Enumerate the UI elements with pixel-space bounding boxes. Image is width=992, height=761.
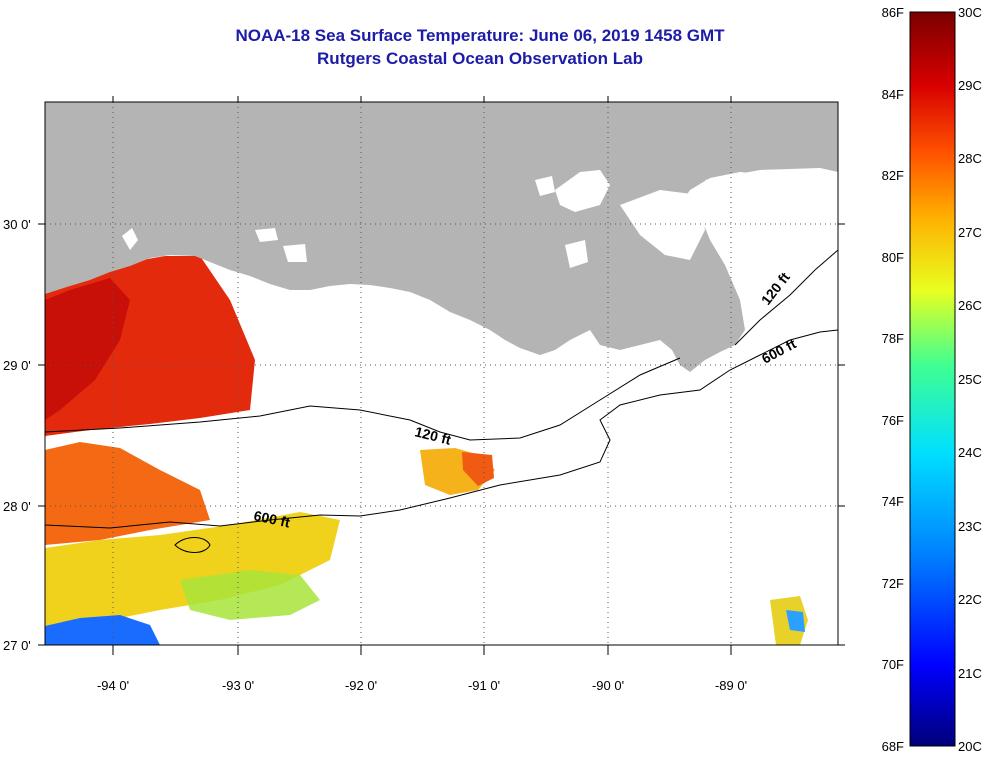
lat-label-27: 27 0' (3, 638, 31, 653)
lake-pontchartrain (555, 170, 610, 212)
lon-label-90: -90 0' (592, 678, 624, 693)
sst-green-patch (180, 570, 320, 620)
colorbar-c-labels: 30C 29C 28C 27C 26C 25C 24C 23C 22C 21C … (958, 5, 982, 754)
lake-borgne-area (620, 190, 705, 260)
contour-label-600ft-west: 600 ft (252, 507, 291, 530)
f-label-68: 68F (882, 739, 904, 754)
c-label-21: 21C (958, 666, 982, 681)
lon-label-91: -91 0' (468, 678, 500, 693)
f-label-70: 70F (882, 657, 904, 672)
c-label-20: 20C (958, 739, 982, 754)
sst-cool-corner (45, 615, 160, 645)
lon-label-93: -93 0' (222, 678, 254, 693)
c-label-29: 29C (958, 78, 982, 93)
land-louisiana (45, 102, 838, 372)
f-label-86: 86F (882, 5, 904, 20)
c-label-30: 30C (958, 5, 982, 20)
lat-label-29: 29 0' (3, 358, 31, 373)
c-label-23: 23C (958, 519, 982, 534)
white-lake (283, 244, 307, 262)
f-label-76: 76F (882, 413, 904, 428)
c-label-24: 24C (958, 445, 982, 460)
sst-orange-east (462, 452, 494, 486)
c-label-25: 25C (958, 372, 982, 387)
f-label-74: 74F (882, 494, 904, 509)
lon-label-92: -92 0' (345, 678, 377, 693)
mississippi-sound (705, 168, 838, 240)
lake-maurepas (535, 176, 555, 196)
lat-label-30: 30 0' (3, 217, 31, 232)
f-label-80: 80F (882, 250, 904, 265)
sst-orange-band (45, 442, 210, 545)
c-label-27: 27C (958, 225, 982, 240)
ticks (38, 96, 845, 655)
sst-yellow-patch-west (45, 512, 340, 626)
contour-600ft-west (45, 329, 838, 529)
c-label-28: 28C (958, 151, 982, 166)
calcasieu-lake (122, 228, 138, 250)
lake-salvador (565, 240, 588, 268)
contour-120ft-west (45, 357, 681, 441)
sst-red-core (45, 278, 130, 420)
gridlines (45, 102, 838, 645)
f-label-82: 82F (882, 168, 904, 183)
grand-lake (255, 228, 278, 242)
colorbar-f-labels: 86F 84F 82F 80F 78F 76F 74F 72F 70F 68F (882, 5, 904, 754)
lon-label-94: -94 0' (97, 678, 129, 693)
contour-120ft-east (734, 249, 838, 346)
map-title: NOAA-18 Sea Surface Temperature: June 06… (235, 26, 725, 45)
sst-blue-southeast (786, 610, 805, 632)
lat-label-28: 28 0' (3, 499, 31, 514)
map-frame (44, 101, 839, 646)
map-subtitle: Rutgers Coastal Ocean Observation Lab (317, 49, 643, 68)
lon-label-89: -89 0' (715, 678, 747, 693)
f-label-72: 72F (882, 576, 904, 591)
contour-600ft-loop (174, 537, 211, 553)
c-label-22: 22C (958, 592, 982, 607)
f-label-84: 84F (882, 87, 904, 102)
f-label-78: 78F (882, 331, 904, 346)
c-label-26: 26C (958, 298, 982, 313)
colorbar (909, 11, 956, 747)
